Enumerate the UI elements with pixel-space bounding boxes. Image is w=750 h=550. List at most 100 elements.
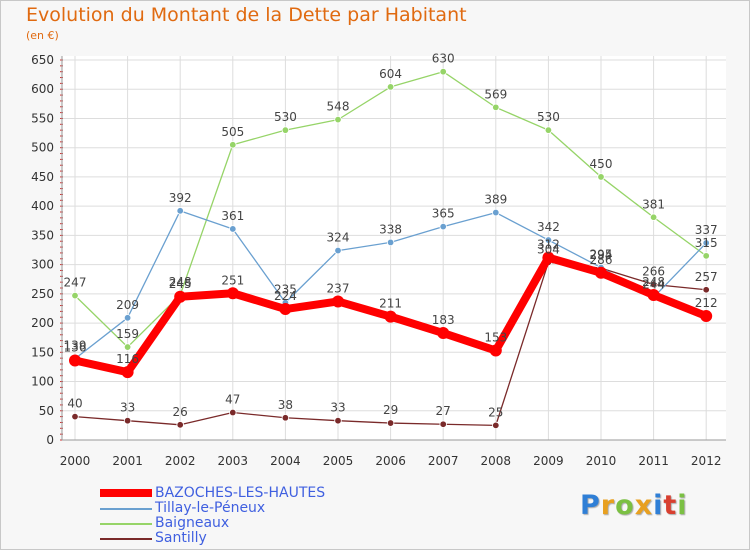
data-point	[544, 236, 553, 244]
logo-letter: i	[677, 490, 688, 521]
data-label: 29	[383, 403, 398, 417]
data-label: 548	[327, 100, 350, 114]
y-tick-label: 100	[31, 375, 54, 389]
data-label: 266	[642, 264, 665, 278]
data-label: 381	[642, 197, 665, 211]
data-label: 235	[274, 283, 297, 297]
data-point	[386, 238, 395, 247]
data-point	[439, 222, 447, 231]
x-tick-label: 2007	[428, 454, 459, 468]
y-tick-label: 550	[31, 111, 54, 125]
data-point	[386, 419, 395, 427]
data-label: 286	[590, 253, 613, 267]
x-tick-label: 2002	[165, 454, 196, 468]
data-label: 245	[169, 277, 192, 291]
data-point	[281, 126, 290, 134]
data-point	[489, 344, 502, 357]
x-tick-label: 2004	[270, 454, 301, 468]
data-point	[174, 290, 187, 303]
y-tick-label: 200	[31, 316, 54, 330]
data-label: 324	[327, 231, 350, 245]
data-label: 139	[64, 339, 87, 353]
legend-swatch	[100, 538, 152, 540]
data-point	[229, 141, 237, 149]
data-label: 365	[432, 207, 455, 221]
legend-swatch	[100, 489, 152, 497]
data-label: 33	[330, 401, 345, 415]
data-point	[71, 291, 79, 300]
data-point	[439, 67, 447, 76]
logo-letter: t	[663, 490, 678, 521]
data-label: 38	[278, 398, 293, 412]
data-point	[334, 115, 342, 124]
data-label: 338	[379, 222, 402, 236]
data-label: 244	[642, 277, 665, 291]
y-tick-label: 0	[46, 433, 54, 447]
data-point	[492, 103, 500, 112]
y-tick-label: 500	[31, 141, 54, 155]
data-point	[492, 208, 500, 217]
chart-title: Evolution du Montant de la Dette par Hab…	[26, 4, 467, 26]
data-point	[439, 420, 447, 428]
data-label: 40	[67, 397, 82, 411]
data-label: 212	[695, 296, 718, 310]
y-tick-label: 250	[31, 287, 54, 301]
data-point	[123, 314, 132, 322]
y-tick-label: 450	[31, 170, 54, 184]
legend-label: BAZOCHES-LES-HAUTES	[155, 485, 326, 501]
data-point	[437, 327, 450, 340]
proxiti-logo: Proxiti	[580, 490, 688, 521]
data-point	[492, 421, 500, 430]
data-point	[281, 414, 290, 422]
data-point	[279, 303, 292, 316]
data-label: 295	[590, 248, 613, 262]
data-point	[176, 421, 184, 429]
data-label: 209	[116, 298, 139, 312]
logo-letter: i	[653, 490, 664, 521]
data-point	[597, 173, 605, 181]
data-label: 304	[537, 242, 560, 256]
data-point	[176, 207, 184, 215]
logo-letter: x	[634, 490, 654, 521]
y-tick-label: 350	[31, 228, 54, 242]
y-tick-label: 400	[31, 199, 54, 213]
data-label: 251	[221, 273, 244, 287]
data-point	[121, 366, 134, 379]
data-label: 247	[64, 276, 87, 290]
data-label: 312	[537, 238, 560, 252]
data-label: 389	[484, 193, 507, 207]
logo-letter: r	[600, 490, 616, 521]
data-label: 47	[225, 393, 240, 407]
data-point	[229, 408, 237, 417]
data-label: 183	[432, 313, 455, 327]
data-point	[226, 287, 239, 300]
legend-swatch	[100, 508, 152, 510]
data-point	[649, 213, 658, 221]
data-label: 153	[484, 331, 507, 345]
data-label: 530	[274, 110, 297, 124]
logo-letter: o	[615, 490, 635, 521]
y-tick-label: 650	[31, 53, 54, 67]
data-label: 361	[221, 209, 244, 223]
data-point	[123, 343, 132, 351]
data-label: 211	[379, 297, 402, 311]
data-point	[702, 286, 710, 294]
legend-label: Santilly	[155, 530, 207, 546]
data-point	[647, 289, 660, 302]
legend-swatch	[100, 523, 152, 525]
plot-area	[62, 56, 726, 440]
data-point	[71, 412, 79, 421]
data-label: 604	[379, 67, 402, 81]
data-label: 337	[695, 223, 718, 237]
data-point	[69, 354, 81, 367]
data-point	[229, 225, 237, 233]
x-tick-label: 2006	[375, 454, 406, 468]
data-point	[123, 417, 132, 425]
data-point	[386, 83, 395, 91]
data-label: 116	[116, 352, 139, 366]
data-label: 248	[642, 275, 665, 289]
data-label: 159	[116, 327, 139, 341]
x-tick-label: 2005	[323, 454, 354, 468]
data-point	[649, 280, 658, 289]
